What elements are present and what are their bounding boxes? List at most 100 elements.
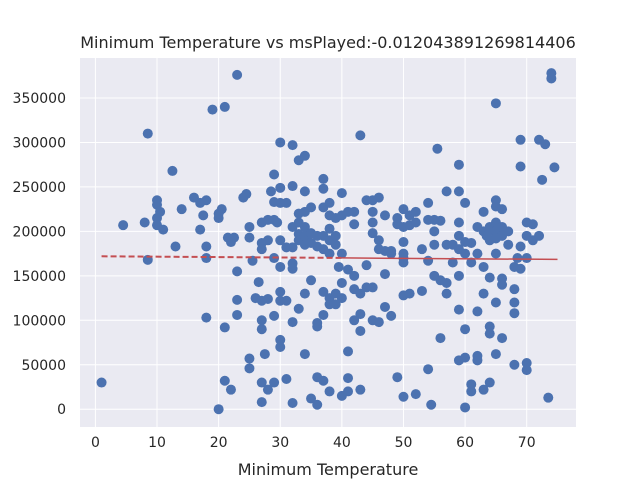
data-point [167, 165, 178, 176]
data-point [355, 384, 366, 395]
data-point [546, 73, 557, 84]
data-point [484, 272, 495, 283]
data-point [244, 221, 255, 232]
data-point [478, 261, 489, 272]
data-point [256, 244, 267, 255]
data-point [275, 341, 286, 352]
data-point [253, 277, 264, 288]
data-point [275, 286, 286, 297]
data-point [232, 266, 243, 277]
y-tick-label: 200000 [13, 224, 66, 240]
data-point [256, 324, 267, 335]
y-tick-label: 150000 [13, 269, 66, 285]
data-point [490, 297, 501, 308]
data-point [195, 224, 206, 235]
data-point [312, 321, 323, 332]
x-tick-label: 60 [456, 435, 474, 451]
data-point [490, 98, 501, 109]
data-point [232, 309, 243, 320]
data-point [398, 257, 409, 268]
data-point [466, 386, 477, 397]
data-point [336, 293, 347, 304]
data-point [392, 372, 403, 383]
data-point [349, 315, 360, 326]
data-point [460, 324, 471, 335]
data-point [534, 230, 545, 241]
data-point [349, 270, 360, 281]
data-point [460, 248, 471, 259]
data-point [118, 220, 129, 231]
data-point [275, 137, 286, 148]
data-point [484, 321, 495, 332]
data-point [201, 312, 212, 323]
data-point [484, 377, 495, 388]
data-point [330, 230, 341, 241]
data-point [466, 237, 477, 248]
y-tick-label: 250000 [13, 180, 66, 196]
data-point [318, 286, 329, 297]
data-point [201, 195, 212, 206]
data-point [515, 241, 526, 252]
data-point [244, 353, 255, 364]
data-point [142, 128, 153, 139]
data-point [287, 242, 298, 253]
data-point [216, 204, 227, 215]
data-point [478, 206, 489, 217]
data-point [281, 295, 292, 306]
data-point [287, 263, 298, 274]
data-point [429, 239, 440, 250]
data-point [472, 248, 483, 259]
data-point [256, 377, 267, 388]
data-point [509, 297, 520, 308]
data-point [299, 221, 310, 232]
data-point [336, 188, 347, 199]
data-point [429, 226, 440, 237]
data-point [367, 217, 378, 228]
data-point [466, 257, 477, 268]
data-point [373, 317, 384, 328]
data-point [398, 204, 409, 215]
data-point [453, 304, 464, 315]
data-point [262, 235, 273, 246]
data-point [379, 301, 390, 312]
data-point [453, 270, 464, 281]
data-point [241, 189, 252, 200]
data-point [269, 377, 280, 388]
data-point [404, 288, 415, 299]
data-point [266, 186, 277, 197]
data-point [306, 202, 317, 213]
data-point [441, 186, 452, 197]
data-point [176, 204, 187, 215]
data-point [96, 377, 107, 388]
data-point [423, 255, 434, 266]
data-point [232, 69, 243, 80]
data-point [435, 215, 446, 226]
data-point [232, 294, 243, 305]
data-point [158, 224, 169, 235]
data-point [219, 101, 230, 112]
data-point [318, 375, 329, 386]
data-point [503, 226, 514, 237]
data-point [324, 248, 335, 259]
data-point [312, 399, 323, 410]
data-point [355, 130, 366, 141]
data-point [543, 392, 554, 403]
x-tick-label: 10 [148, 435, 166, 451]
data-point [398, 391, 409, 402]
data-point [549, 162, 560, 173]
data-point [318, 309, 329, 320]
data-point [367, 282, 378, 293]
data-point [333, 261, 344, 272]
data-point [198, 210, 209, 221]
data-point [416, 244, 427, 255]
data-point [367, 228, 378, 239]
data-point [447, 257, 458, 268]
data-point [386, 310, 397, 321]
data-point [497, 333, 508, 344]
data-point [515, 134, 526, 145]
data-point [201, 253, 212, 264]
data-point [537, 174, 548, 185]
data-point [453, 217, 464, 228]
data-point [509, 359, 520, 370]
data-point [410, 217, 421, 228]
